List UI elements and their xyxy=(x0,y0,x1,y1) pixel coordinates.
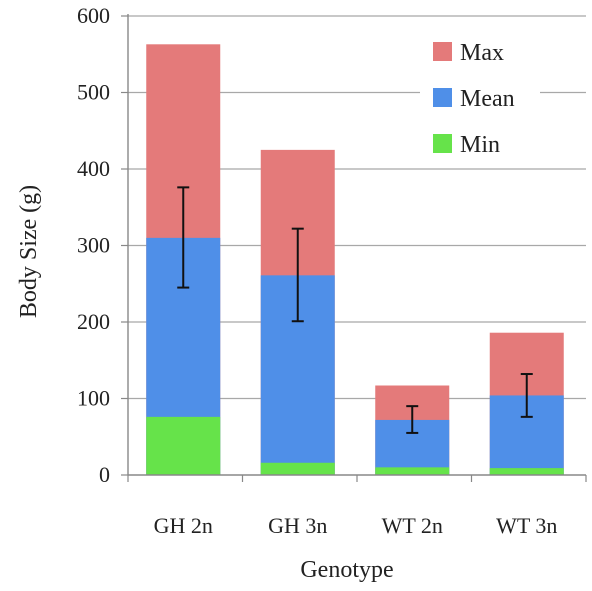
y-tick-label: 300 xyxy=(77,233,110,258)
y-axis-title: Body Size (g) xyxy=(16,185,42,318)
legend-label: Max xyxy=(460,40,504,66)
legend-swatch-min xyxy=(433,134,452,153)
legend: Max Mean Min xyxy=(420,30,540,168)
bar-min xyxy=(375,467,450,475)
legend-label: Mean xyxy=(460,86,515,112)
axes xyxy=(127,14,586,476)
y-tick-label: 0 xyxy=(99,462,110,487)
y-tick-label: 500 xyxy=(77,80,110,105)
bar-min xyxy=(146,416,221,475)
legend-swatch-max xyxy=(433,42,452,61)
x-axis-title: Genotype xyxy=(300,557,393,583)
x-tick-label: GH 2n xyxy=(154,513,213,538)
y-tick-label: 600 xyxy=(77,3,110,28)
x-tick-label: GH 3n xyxy=(268,513,327,538)
x-tick-labels: GH 2n GH 3n WT 2n WT 3n xyxy=(154,513,558,538)
legend-swatch-mean xyxy=(433,88,452,107)
x-tick-label: WT 2n xyxy=(382,513,443,538)
y-tick-label: 400 xyxy=(77,156,110,181)
error-bars xyxy=(177,186,533,434)
bar-min xyxy=(260,462,335,475)
y-tick-labels: 0 100 200 300 400 500 600 xyxy=(77,3,110,487)
y-tick-label: 200 xyxy=(77,309,110,334)
x-tick-label: WT 3n xyxy=(496,513,557,538)
bar-min xyxy=(489,468,564,475)
y-tick-label: 100 xyxy=(77,386,110,411)
legend-label: Min xyxy=(460,132,500,158)
